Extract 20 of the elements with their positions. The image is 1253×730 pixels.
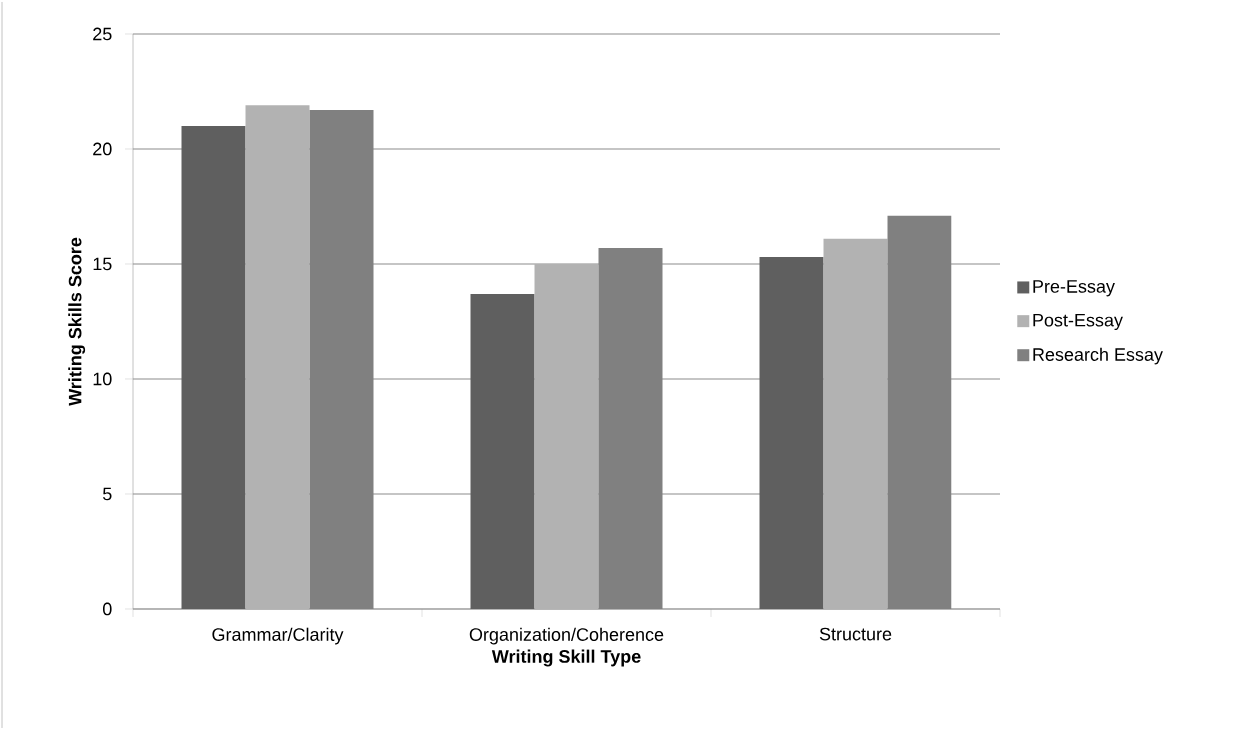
y-axis-title: Writing Skills Score: [68, 237, 86, 406]
bar: [470, 293, 535, 609]
y-tick-label: 5: [103, 487, 112, 501]
x-tick-label: Structure: [819, 627, 892, 641]
bar: [245, 105, 310, 609]
bar: [181, 125, 246, 609]
y-tick-label: 0: [103, 602, 112, 616]
y-tick-label: 10: [93, 372, 112, 386]
bar: [534, 263, 599, 609]
legend-label: Research Essay: [1033, 347, 1163, 365]
legend-label: Post-Essay: [1033, 313, 1123, 331]
bar: [823, 238, 888, 609]
y-tick-label: 15: [93, 257, 112, 271]
x-axis-title: Writing Skill Type: [491, 649, 641, 667]
legend-label: Pre-Essay: [1033, 280, 1115, 297]
y-tick-label: 20: [93, 142, 112, 156]
y-tick-label: 25: [93, 27, 112, 41]
x-tick-label: Grammar/Clarity: [212, 627, 344, 645]
bar: [759, 257, 824, 609]
x-tick-label: Organization/Coherence: [469, 627, 664, 645]
